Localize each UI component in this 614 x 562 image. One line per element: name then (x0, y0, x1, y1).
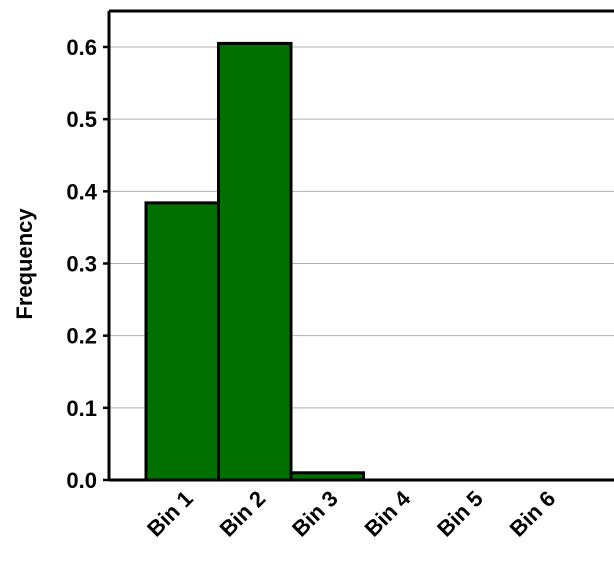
y-axis-title: Frequency (12, 208, 37, 320)
axes (103, 9, 614, 482)
y-tick-label: 0.4 (66, 179, 97, 204)
bar-1 (144, 201, 220, 482)
bars (144, 41, 365, 482)
x-tick-label: Bin 5 (432, 486, 488, 542)
y-tick-label: 0.5 (66, 107, 97, 132)
x-tick-label: Bin 6 (505, 486, 561, 542)
y-tick-label: 0.6 (66, 35, 97, 60)
x-tick-label: Bin 3 (287, 486, 343, 542)
y-tick-label: 0.2 (66, 324, 97, 349)
x-tick-label: Bin 2 (215, 486, 271, 542)
y-tick-label: 0.0 (66, 468, 97, 493)
y-tick-label: 0.1 (66, 396, 97, 421)
x-tick-labels: Bin 1 Bin 2 Bin 3 Bin 4 Bin 5 Bin 6 (142, 485, 560, 541)
x-tick-label: Bin 1 (142, 486, 198, 542)
y-tick-labels: 0.0 0.1 0.2 0.3 0.4 0.5 0.6 (66, 35, 97, 493)
bar-2 (217, 41, 293, 482)
y-tick-label: 0.3 (66, 252, 97, 277)
x-tick-label: Bin 4 (360, 485, 416, 541)
